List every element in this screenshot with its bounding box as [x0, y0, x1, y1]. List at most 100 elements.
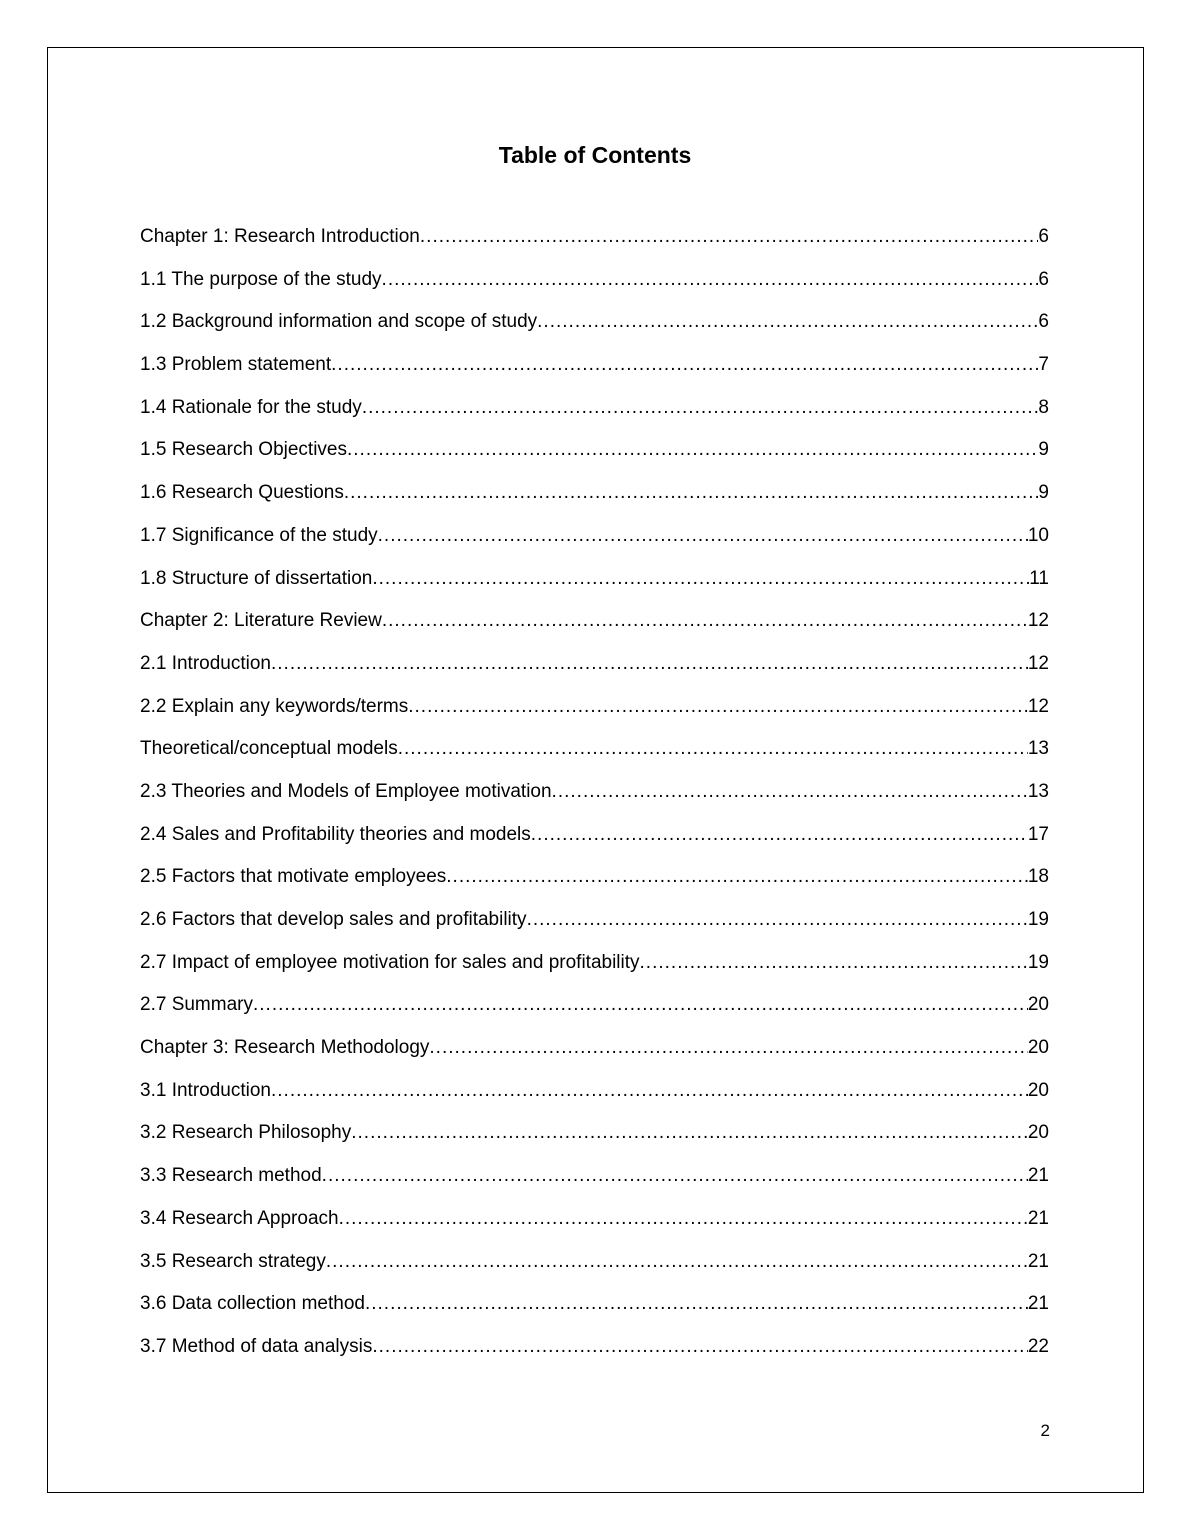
toc-entry-page: 13	[1027, 738, 1049, 760]
page-border	[47, 47, 1144, 1493]
toc-leader-dots	[344, 482, 1039, 504]
toc-entry[interactable]: 1.7 Significance of the study 10	[140, 525, 1049, 568]
toc-leader-dots	[429, 1037, 1027, 1059]
toc-entry[interactable]: 2.7 Impact of employee motivation for sa…	[140, 952, 1049, 995]
toc-entry-page: 12	[1027, 652, 1049, 674]
toc-leader-dots	[271, 1080, 1028, 1102]
toc-entry[interactable]: 2.7 Summary 20	[140, 994, 1049, 1037]
toc-entry-label: 1.7 Significance of the study	[140, 524, 378, 546]
toc-entry-page: 9	[1038, 482, 1049, 504]
toc-entry-label: 1.5 Research Objectives	[140, 439, 347, 461]
toc-entry[interactable]: 2.1 Introduction 12	[140, 653, 1049, 696]
toc-entry-label: Chapter 1: Research Introduction	[140, 226, 420, 247]
toc-entry[interactable]: 1.5 Research Objectives 9	[140, 439, 1049, 482]
toc-entry[interactable]: 1.1 The purpose of the study 6	[140, 269, 1049, 312]
toc-entry-page: 22	[1027, 1335, 1049, 1357]
toc-leader-dots	[640, 952, 1028, 974]
toc-entry-label: 1.1 The purpose of the study	[140, 268, 382, 290]
toc-entry-label: 1.3 Problem statement	[140, 354, 332, 376]
page-title: Table of Contents	[498, 142, 692, 168]
toc-entry[interactable]: 3.3 Research method 21	[140, 1165, 1049, 1208]
toc-entry-page: 21	[1027, 1165, 1049, 1187]
toc-entry[interactable]: 3.2 Research Philosophy 20	[140, 1122, 1049, 1165]
toc-entry[interactable]: 2.2 Explain any keywords/terms 12	[140, 696, 1049, 739]
toc-entry-label: 3.2 Research Philosophy	[140, 1122, 352, 1144]
toc-entry-label: 3.1 Introduction	[140, 1079, 271, 1101]
toc-entry-label: Chapter 3: Research Methodology	[140, 1037, 430, 1059]
toc-entry-page: 12	[1027, 695, 1049, 717]
toc-entry-page: 17	[1027, 823, 1049, 845]
toc-entry-page: 18	[1027, 866, 1049, 888]
toc-entry-label: 3.6 Data collection method	[140, 1293, 365, 1315]
toc-leader-dots	[531, 824, 1028, 846]
page-number: 2	[1040, 1421, 1050, 1440]
toc-leader-dots	[365, 1293, 1028, 1315]
toc-entry-label: 2.3 Theories and Models of Employee moti…	[140, 780, 552, 802]
toc-entry-label: 2.1 Introduction	[140, 652, 271, 674]
toc-entry-page: 21	[1027, 1293, 1049, 1315]
toc-leader-dots	[253, 994, 1028, 1016]
toc-entry[interactable]: Theoretical/conceptual models 13	[140, 738, 1049, 781]
toc-entry-page: 6	[1038, 268, 1049, 290]
toc-entry[interactable]: Chapter 1: Research Introduction 6	[140, 226, 1049, 269]
toc-entry[interactable]: 1.4 Rationale for the study 8	[140, 397, 1049, 440]
toc-entry-page: 8	[1038, 396, 1049, 418]
toc-entry-label: 3.4 Research Approach	[140, 1207, 339, 1229]
toc-entry[interactable]: 1.2 Background information and scope of …	[140, 311, 1049, 354]
toc-entry[interactable]: 1.3 Problem statement 7	[140, 354, 1049, 397]
toc-leader-dots	[552, 781, 1028, 803]
toc-entry-page: 7	[1038, 354, 1049, 376]
toc-leader-dots	[382, 610, 1028, 632]
toc-entry-label: 3.3 Research method	[140, 1165, 322, 1187]
toc-entry-label: 2.5 Factors that motivate employees	[140, 866, 447, 888]
toc-leader-dots	[271, 653, 1028, 675]
toc-leader-dots	[322, 1165, 1028, 1187]
toc-entry-page: 10	[1027, 524, 1049, 546]
toc-leader-dots	[347, 439, 1038, 461]
toc-leader-dots	[351, 1122, 1028, 1144]
toc-entry-label: 3.7 Method of data analysis	[140, 1335, 373, 1357]
table-of-contents: Chapter 1: Research Introduction61.1 The…	[140, 226, 1049, 1379]
toc-leader-dots	[408, 696, 1028, 718]
toc-entry[interactable]: 2.6 Factors that develop sales and profi…	[140, 909, 1049, 952]
toc-entry-page: 13	[1027, 780, 1049, 802]
toc-entry[interactable]: 1.6 Research Questions 9	[140, 482, 1049, 525]
toc-leader-dots	[527, 909, 1028, 931]
toc-leader-dots	[398, 738, 1028, 760]
toc-entry-page: 21	[1027, 1207, 1049, 1229]
toc-entry[interactable]: 2.3 Theories and Models of Employee moti…	[140, 781, 1049, 824]
toc-leader-dots	[331, 354, 1038, 376]
toc-entry[interactable]: 2.4 Sales and Profitability theories and…	[140, 824, 1049, 867]
toc-entry[interactable]: 2.5 Factors that motivate employees 18	[140, 866, 1049, 909]
toc-entry-page: 19	[1027, 909, 1049, 930]
toc-entry[interactable]: 3.4 Research Approach 21	[140, 1208, 1049, 1251]
toc-entry-label: Theoretical/conceptual models	[140, 738, 398, 760]
toc-entry[interactable]: Chapter 2: Literature Review 12	[140, 610, 1049, 653]
toc-entry-page: 12	[1027, 610, 1049, 632]
toc-entry-label: 1.8 Structure of dissertation	[140, 567, 373, 589]
toc-entry[interactable]: 3.1 Introduction 20	[140, 1080, 1049, 1123]
toc-entry-page: 6	[1038, 311, 1049, 333]
toc-leader-dots	[382, 269, 1039, 291]
toc-entry[interactable]: 1.8 Structure of dissertation 11	[140, 568, 1049, 611]
toc-leader-dots	[362, 397, 1039, 419]
toc-entry-page: 20	[1027, 994, 1049, 1016]
toc-entry-page: 11	[1029, 567, 1049, 589]
toc-entry-page: 20	[1027, 1037, 1049, 1059]
toc-leader-dots	[446, 866, 1028, 888]
toc-entry[interactable]: 3.7 Method of data analysis 22	[140, 1336, 1049, 1379]
toc-entry[interactable]: Chapter 3: Research Methodology 20	[140, 1037, 1049, 1080]
toc-entry[interactable]: 3.5 Research strategy 21	[140, 1251, 1049, 1294]
toc-leader-dots	[372, 1336, 1027, 1358]
toc-entry[interactable]: 3.6 Data collection method 21	[140, 1293, 1049, 1336]
toc-entry-label: 1.4 Rationale for the study	[140, 396, 362, 418]
toc-leader-dots	[537, 311, 1038, 333]
toc-entry-label: 1.2 Background information and scope of …	[140, 311, 538, 333]
toc-entry-label: 2.2 Explain any keywords/terms	[140, 695, 409, 717]
toc-entry-page: 20	[1027, 1122, 1049, 1144]
toc-entry-label: 1.6 Research Questions	[140, 482, 344, 504]
toc-leader-dots	[339, 1208, 1028, 1230]
toc-leader-dots	[420, 226, 1039, 248]
toc-leader-dots	[378, 525, 1028, 547]
toc-entry-label: 2.7 Summary	[140, 994, 253, 1016]
